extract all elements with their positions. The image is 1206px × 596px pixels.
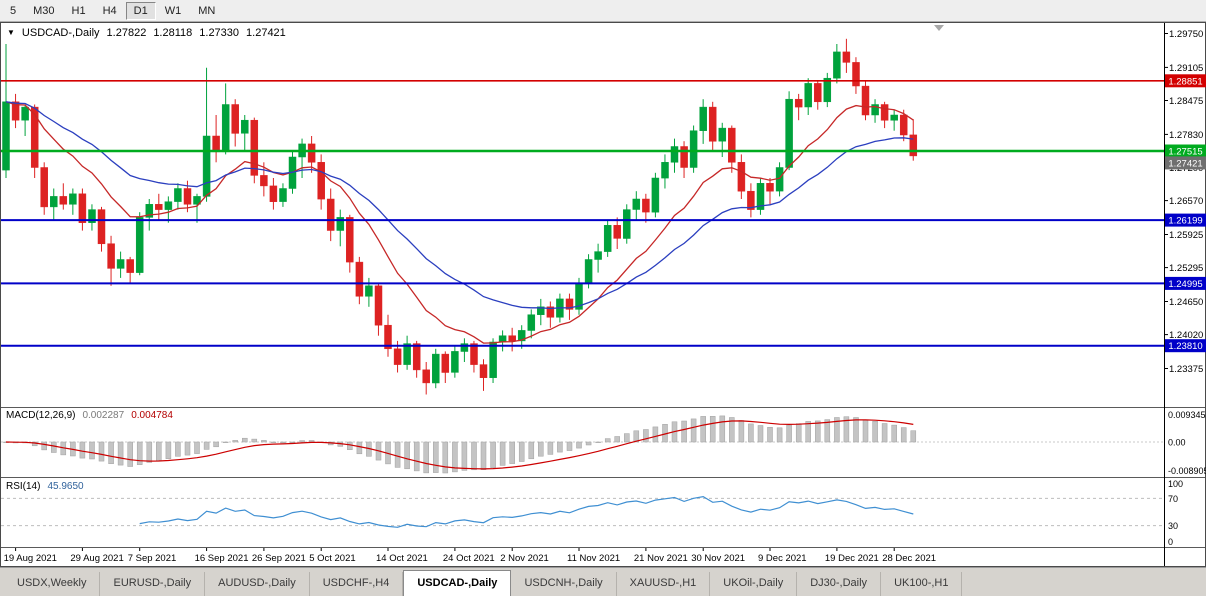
svg-text:1.29750: 1.29750 (1169, 29, 1203, 40)
svg-text:24 Oct 2021: 24 Oct 2021 (443, 553, 495, 564)
ma-26-line (5, 101, 914, 310)
macd-pane (1, 415, 1164, 474)
svg-text:1.25925: 1.25925 (1169, 230, 1203, 241)
rsi-line (139, 495, 914, 528)
candlestick-series (2, 38, 918, 395)
svg-text:26 Sep 2021: 26 Sep 2021 (252, 553, 306, 564)
svg-text:9 Dec 2021: 9 Dec 2021 (758, 553, 807, 564)
svg-text:1.27515: 1.27515 (1168, 147, 1202, 158)
svg-text:1.27421: 1.27421 (1168, 158, 1202, 169)
svg-text:7 Sep 2021: 7 Sep 2021 (128, 553, 177, 564)
tab-ukoil-daily[interactable]: UKOil-,Daily (710, 572, 798, 596)
timeframe-button-d1[interactable]: D1 (125, 1, 156, 20)
svg-text:1.29105: 1.29105 (1169, 63, 1203, 74)
svg-text:11 Nov 2021: 11 Nov 2021 (567, 553, 620, 564)
tab-usdcad-daily[interactable]: USDCAD-,Daily (403, 570, 512, 596)
tab-usdchf-h4[interactable]: USDCHF-,H4 (310, 572, 404, 596)
timeframe-button-m30[interactable]: M30 (25, 2, 62, 20)
price-badge-1.26199: 1.26199 (1165, 213, 1206, 227)
tab-usdcnh-daily[interactable]: USDCNH-,Daily (511, 572, 617, 596)
svg-text:1.24020: 1.24020 (1169, 330, 1203, 341)
svg-text:1.25295: 1.25295 (1169, 263, 1203, 274)
svg-text:2 Nov 2021: 2 Nov 2021 (500, 553, 549, 564)
chart-tabs-bar: USDX,Weekly EURUSD-,Daily AUDUSD-,Daily USD… (0, 567, 1206, 596)
macd-signal-line (5, 419, 914, 470)
price-badge-1.23810: 1.23810 (1165, 339, 1206, 353)
svg-text:19 Dec 2021: 19 Dec 2021 (825, 553, 879, 564)
chart-shift-marker-icon[interactable] (934, 25, 944, 31)
price-badge-1.24995: 1.24995 (1165, 276, 1206, 290)
tab-xauusd-h1[interactable]: XAUUSD-,H1 (617, 572, 711, 596)
svg-text:1.23810: 1.23810 (1168, 341, 1202, 352)
svg-text:1.28475: 1.28475 (1169, 96, 1203, 107)
svg-text:1.26570: 1.26570 (1169, 196, 1203, 207)
svg-text:28 Dec 2021: 28 Dec 2021 (882, 553, 936, 564)
timeframe-button-w1[interactable]: W1 (157, 2, 190, 20)
svg-text:-0.008905: -0.008905 (1168, 466, 1206, 476)
svg-text:1.27830: 1.27830 (1169, 130, 1203, 141)
svg-text:0.00: 0.00 (1168, 438, 1186, 448)
tab-audusd-daily[interactable]: AUDUSD-,Daily (205, 572, 310, 596)
price-badge-1.28851: 1.28851 (1165, 74, 1206, 88)
timeframe-button-5[interactable]: 5 (2, 2, 24, 20)
svg-text:1.23375: 1.23375 (1169, 364, 1203, 375)
price-badge-1.27515: 1.27515 (1165, 144, 1206, 158)
tab-dj30-daily[interactable]: DJ30-,Daily (797, 572, 882, 596)
current-price-badge: 1.27421 (1165, 156, 1206, 170)
timeframe-toolbar: 5 M30 H1 H4 D1 W1 MN (0, 0, 1206, 22)
svg-text:30: 30 (1168, 521, 1178, 531)
svg-text:5 Oct 2021: 5 Oct 2021 (309, 553, 355, 564)
tab-usdx-weekly[interactable]: USDX,Weekly (4, 572, 101, 596)
svg-text:100: 100 (1168, 479, 1183, 489)
svg-text:70: 70 (1168, 494, 1178, 504)
chart-area: 1.297501.291051.284751.278301.272001.265… (0, 22, 1206, 567)
timeframe-button-h1[interactable]: H1 (64, 2, 94, 20)
rsi-pane (1, 495, 1164, 528)
date-axis[interactable]: 19 Aug 2021 29 Aug 2021 7 Sep 2021 16 Sep 2… (4, 548, 936, 564)
svg-text:1.24995: 1.24995 (1168, 279, 1202, 290)
svg-text:14 Oct 2021: 14 Oct 2021 (376, 553, 428, 564)
ma-12-line (5, 101, 914, 344)
tab-uk100-h1[interactable]: UK100-,H1 (881, 572, 963, 596)
svg-text:1.28851: 1.28851 (1168, 76, 1202, 87)
svg-text:16 Sep 2021: 16 Sep 2021 (195, 553, 249, 564)
svg-text:0.009345: 0.009345 (1168, 410, 1206, 420)
svg-text:0: 0 (1168, 537, 1173, 547)
svg-text:1.24650: 1.24650 (1169, 297, 1203, 308)
svg-text:21 Nov 2021: 21 Nov 2021 (634, 553, 688, 564)
svg-text:30 Nov 2021: 30 Nov 2021 (691, 553, 745, 564)
chart-canvas[interactable]: 1.297501.291051.284751.278301.272001.265… (0, 22, 1206, 567)
svg-text:19 Aug 2021: 19 Aug 2021 (4, 553, 57, 564)
timeframe-button-h4[interactable]: H4 (95, 2, 125, 20)
timeframe-button-mn[interactable]: MN (190, 2, 223, 20)
tab-eurusd-daily[interactable]: EURUSD-,Daily (100, 572, 206, 596)
svg-text:1.26199: 1.26199 (1168, 216, 1202, 227)
svg-text:29 Aug 2021: 29 Aug 2021 (70, 553, 123, 564)
